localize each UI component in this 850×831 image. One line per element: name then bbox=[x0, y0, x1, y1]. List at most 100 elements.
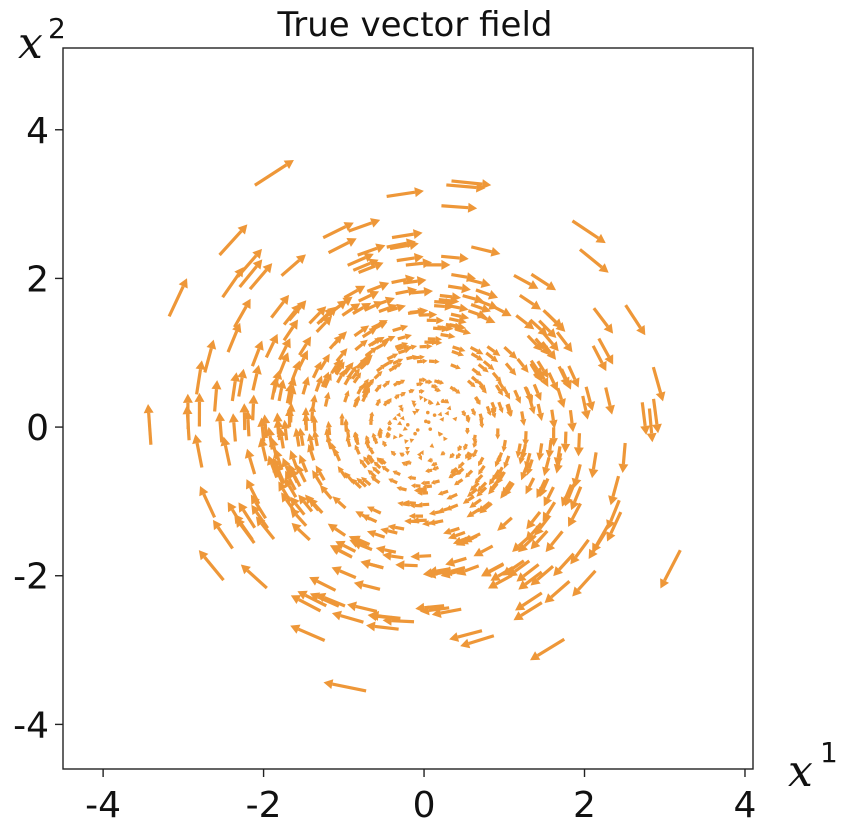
vector-arrow bbox=[425, 379, 433, 385]
vector-arrow bbox=[392, 324, 409, 333]
vector-arrow bbox=[396, 486, 407, 492]
vector-arrow bbox=[345, 435, 352, 448]
vector-arrow bbox=[429, 443, 435, 448]
vector-arrow bbox=[624, 304, 646, 336]
vector-arrow bbox=[280, 419, 290, 441]
vector-arrow bbox=[424, 419, 428, 424]
vector-arrow bbox=[382, 615, 415, 626]
vector-arrow bbox=[387, 419, 393, 426]
vector-arrow bbox=[431, 461, 438, 467]
vector-arrow bbox=[370, 476, 381, 485]
vector-arrow bbox=[530, 529, 549, 550]
vector-arrow bbox=[439, 417, 444, 422]
vector-arrow bbox=[361, 476, 372, 487]
vector-arrow bbox=[339, 412, 345, 426]
vector-arrow bbox=[366, 455, 374, 464]
vector-arrow bbox=[269, 376, 280, 400]
vector-arrow bbox=[425, 410, 430, 415]
vector-arrow bbox=[553, 552, 575, 577]
vector-arrow bbox=[367, 469, 377, 479]
vector-arrow bbox=[364, 439, 371, 449]
vector-arrow bbox=[341, 303, 361, 317]
vector-arrow bbox=[356, 384, 364, 395]
vector-arrow bbox=[441, 253, 469, 264]
vector-arrow bbox=[347, 252, 374, 267]
vector-arrow bbox=[404, 439, 409, 444]
vector-arrow bbox=[455, 468, 464, 476]
vector-arrow bbox=[486, 345, 501, 356]
vector-arrow bbox=[307, 443, 316, 461]
vector-arrow bbox=[167, 278, 188, 318]
vector-arrow bbox=[537, 369, 549, 388]
vector-arrow bbox=[228, 413, 239, 442]
vector-arrow bbox=[267, 455, 279, 479]
vector-arrow bbox=[485, 405, 492, 416]
vector-arrow bbox=[233, 298, 251, 328]
vector-arrow bbox=[374, 384, 382, 393]
vector-arrow bbox=[419, 310, 438, 319]
vector-arrow bbox=[392, 470, 401, 477]
vector-arrow bbox=[334, 361, 345, 376]
vector-arrow bbox=[361, 378, 369, 389]
vector-arrow bbox=[353, 325, 370, 338]
vector-arrow bbox=[388, 365, 399, 373]
vector-arrow bbox=[472, 434, 478, 443]
vector-arrow bbox=[257, 437, 268, 462]
vector-arrow bbox=[198, 550, 225, 582]
vector-arrow bbox=[497, 380, 507, 393]
vector-arrow bbox=[420, 480, 430, 486]
vector-arrow bbox=[495, 428, 501, 440]
vector-arrow bbox=[569, 486, 583, 511]
vector-arrow bbox=[322, 222, 354, 240]
vector-arrow bbox=[401, 461, 409, 467]
vector-arrow bbox=[416, 358, 428, 364]
vector-arrow bbox=[405, 258, 432, 269]
vector-arrow bbox=[273, 448, 284, 471]
vector-arrow bbox=[475, 288, 499, 300]
vector-arrow bbox=[350, 368, 360, 380]
vector-arrow bbox=[337, 465, 348, 479]
x-tick-label: 4 bbox=[734, 785, 757, 826]
vector-arrow bbox=[651, 366, 666, 402]
vector-arrow bbox=[426, 316, 445, 325]
vector-arrow bbox=[455, 452, 462, 460]
vector-arrow bbox=[226, 322, 242, 353]
vector-arrow bbox=[592, 307, 614, 334]
vector-arrow bbox=[536, 443, 545, 461]
vector-arrow bbox=[542, 457, 551, 477]
vector-arrow bbox=[503, 345, 518, 360]
vector-arrow bbox=[375, 398, 381, 407]
vector-arrow bbox=[426, 420, 431, 424]
vector-arrow bbox=[329, 545, 352, 558]
vector-arrow bbox=[386, 353, 399, 361]
vector-arrow bbox=[327, 523, 347, 537]
vector-arrow bbox=[571, 219, 606, 244]
vector-arrow bbox=[441, 202, 478, 213]
vector-arrow bbox=[278, 352, 290, 375]
vector-arrow bbox=[549, 427, 558, 447]
vector-arrow bbox=[457, 461, 465, 469]
vector-arrow bbox=[457, 445, 463, 452]
vector-arrow bbox=[549, 409, 558, 429]
vector-arrow bbox=[375, 545, 397, 555]
vector-arrow bbox=[195, 360, 206, 395]
vector-arrow bbox=[432, 413, 437, 417]
vector-arrow bbox=[494, 384, 504, 396]
y-axis: -4 -2 0 2 4 bbox=[13, 111, 63, 746]
vector-arrow bbox=[297, 590, 328, 608]
vector-arrow bbox=[314, 375, 323, 392]
vector-arrow bbox=[387, 523, 405, 531]
vector-arrow bbox=[397, 348, 411, 355]
vector-arrow bbox=[417, 455, 423, 461]
vector-arrow bbox=[410, 483, 421, 489]
vector-arrow bbox=[352, 540, 373, 552]
vector-arrow bbox=[402, 426, 408, 431]
vector-arrow bbox=[290, 467, 302, 488]
vector-arrow bbox=[390, 450, 397, 457]
vector-arrow bbox=[451, 272, 476, 283]
vector-arrow bbox=[373, 371, 383, 380]
vector-arrow bbox=[411, 400, 416, 406]
vector-arrow bbox=[534, 515, 551, 536]
vector-arrow bbox=[319, 353, 330, 371]
vector-arrow bbox=[494, 455, 502, 468]
